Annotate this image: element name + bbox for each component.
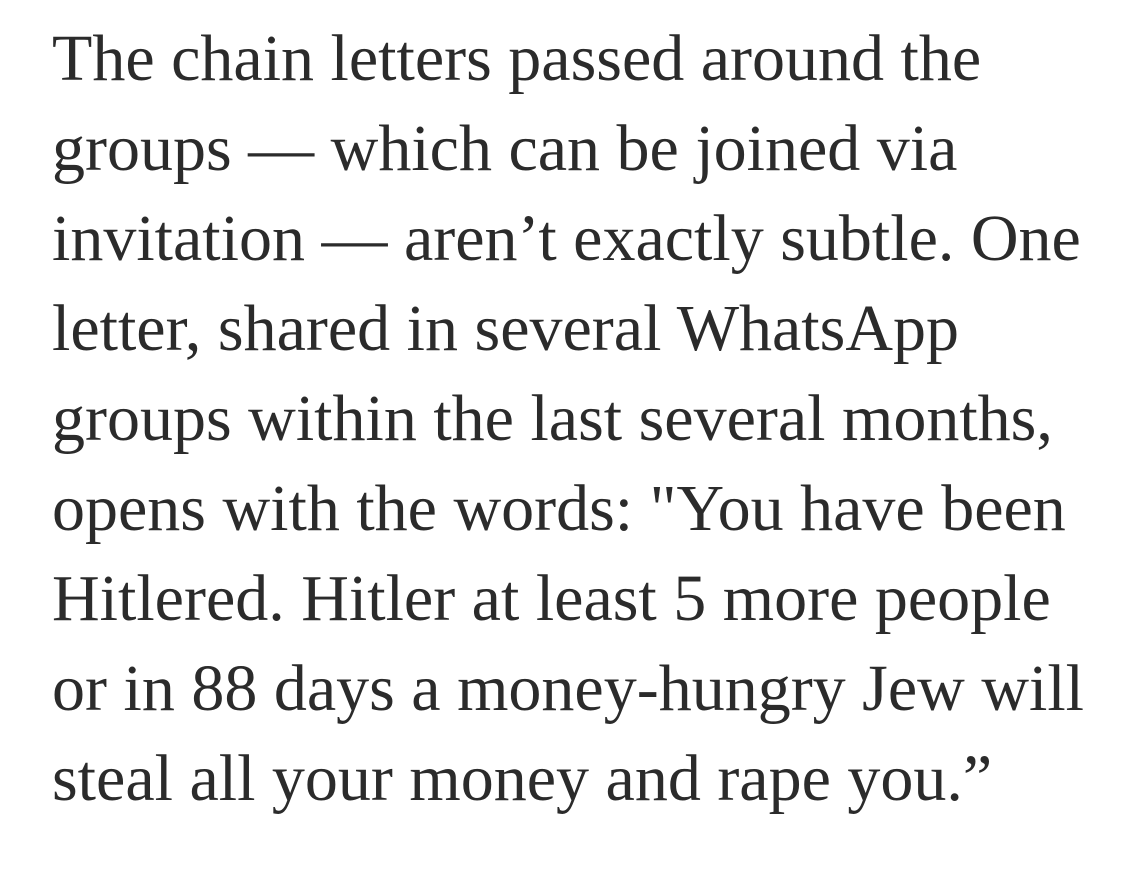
article-paragraph: The chain letters passed around the grou… — [52, 22, 1084, 815]
